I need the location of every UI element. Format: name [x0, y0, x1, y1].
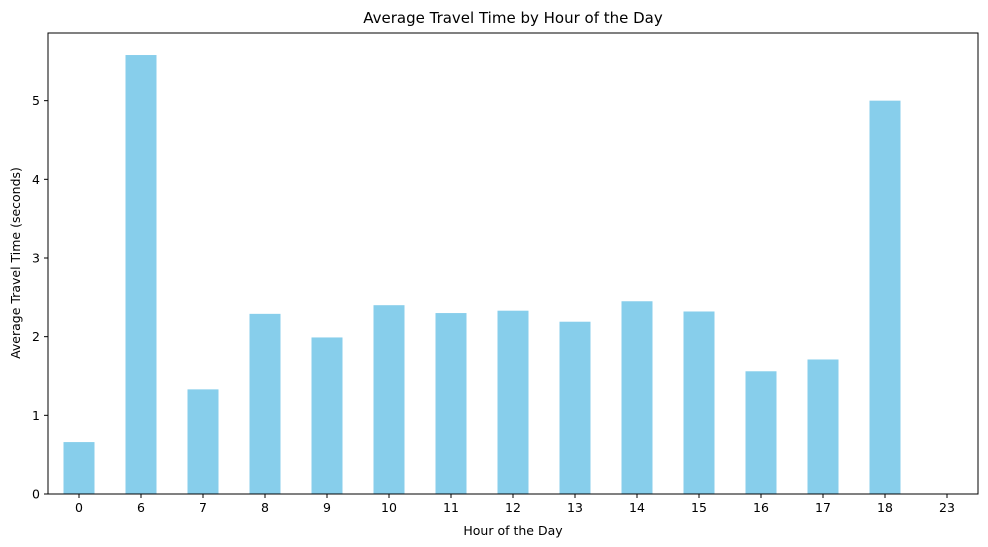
- x-tick-label: 18: [877, 500, 893, 515]
- y-tick-label: 5: [32, 93, 40, 108]
- x-tick-label: 0: [75, 500, 83, 515]
- bar-hour-16: [745, 371, 777, 494]
- bar-hour-8: [249, 313, 281, 494]
- bar-hour-7: [187, 389, 219, 494]
- x-tick-label: 11: [443, 500, 459, 515]
- y-tick-label: 2: [32, 329, 40, 344]
- x-tick-label: 15: [691, 500, 707, 515]
- x-tick-label: 10: [381, 500, 397, 515]
- bar-hour-12: [497, 310, 529, 494]
- x-tick-label: 14: [629, 500, 645, 515]
- y-tick-label: 4: [32, 172, 40, 187]
- bar-hour-13: [559, 321, 591, 494]
- x-tick-label: 17: [815, 500, 831, 515]
- bar-hour-10: [373, 305, 405, 494]
- x-tick-label: 23: [939, 500, 955, 515]
- bar-hour-17: [807, 359, 839, 494]
- x-tick-label: 13: [567, 500, 583, 515]
- x-tick-label: 7: [199, 500, 207, 515]
- bar-hour-15: [683, 311, 715, 494]
- bar-hour-0: [63, 442, 95, 494]
- bar-hour-6: [125, 55, 157, 494]
- x-axis-label: Hour of the Day: [463, 523, 563, 538]
- bar-hour-9: [311, 337, 343, 494]
- chart-title: Average Travel Time by Hour of the Day: [363, 9, 663, 27]
- x-tick-label: 6: [137, 500, 145, 515]
- bar-hour-18: [869, 100, 901, 494]
- x-tick-label: 16: [753, 500, 769, 515]
- x-axis: 0 6 7 8 9 10 11 12 13 14 15 16 17 18 23: [75, 494, 955, 515]
- y-tick-label: 0: [32, 487, 40, 502]
- x-tick-label: 12: [505, 500, 521, 515]
- bar-hour-11: [435, 313, 467, 494]
- bar-hour-14: [621, 301, 653, 494]
- bars-group: [63, 55, 901, 494]
- y-axis-label: Average Travel Time (seconds): [8, 167, 23, 359]
- y-tick-label: 3: [32, 250, 40, 265]
- y-tick-label: 1: [32, 408, 40, 423]
- x-tick-label: 8: [261, 500, 269, 515]
- y-axis: 0 1 2 3 4 5: [32, 93, 48, 502]
- x-tick-label: 9: [323, 500, 331, 515]
